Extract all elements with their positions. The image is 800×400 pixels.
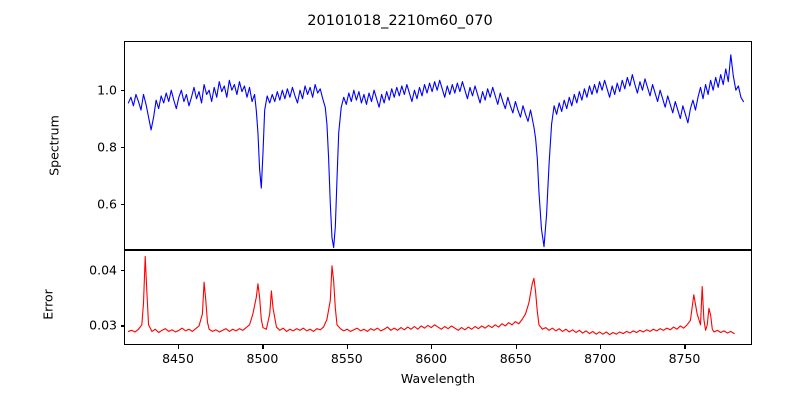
x-tick (178, 345, 180, 349)
x-ticklabel: 8750 (668, 351, 701, 366)
x-tick (600, 345, 602, 349)
x-ticklabel: 8700 (584, 351, 616, 366)
x-tick (431, 345, 433, 349)
error-y-ticklabel: 0.04 (89, 262, 117, 278)
figure-title: 20101018_2210m60_070 (307, 13, 493, 29)
x-ticklabel: 8550 (330, 351, 363, 366)
x-ticklabel: 8450 (162, 351, 194, 366)
spectrum-y-ticklabel: 1.0 (97, 82, 117, 98)
spectrum-y-axis-label: Spectrum (46, 115, 62, 176)
error-y-ticklabel: 0.03 (89, 317, 117, 333)
x-ticklabel: 8650 (499, 351, 532, 366)
x-ticklabel: 8600 (415, 351, 448, 366)
spectrum-axes (124, 41, 752, 250)
spectrum-y-tick (120, 89, 124, 91)
spectrum-y-tick (120, 204, 124, 206)
spectrum-y-tick (120, 146, 124, 149)
error-line (128, 256, 734, 334)
error-y-tick (120, 325, 124, 327)
error-y-axis-label: Error (40, 289, 56, 320)
spectrum-y-ticklabel: 0.8 (97, 139, 117, 155)
spectrum-line (128, 55, 743, 248)
x-axis-label: Wavelength (400, 371, 476, 386)
x-tick (515, 345, 517, 349)
x-tick (684, 345, 686, 349)
spectrum-y-ticklabel: 0.6 (97, 196, 117, 212)
x-ticklabel: 8500 (246, 351, 279, 366)
error-axes (124, 250, 752, 345)
spectrum-plot-area (125, 42, 751, 249)
x-tick (262, 345, 264, 349)
error-plot-area (125, 251, 751, 344)
error-y-tick (120, 269, 124, 271)
x-tick (346, 345, 348, 349)
